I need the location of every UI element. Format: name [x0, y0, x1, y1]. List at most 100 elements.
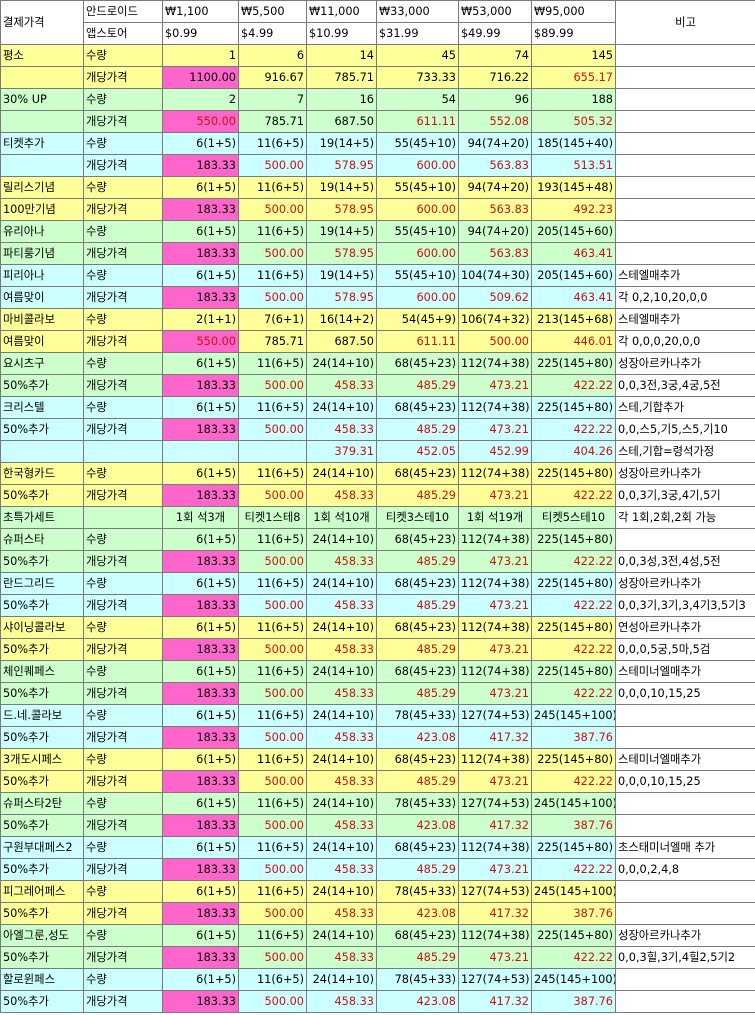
row-type-cell[interactable]: 수량 — [83, 396, 163, 419]
row-label-cell[interactable]: 50%추가 — [0, 682, 84, 705]
note-cell[interactable]: 0,0,3전,3궁,4궁,5전 — [615, 374, 755, 397]
value-cell[interactable]: 11(6+5) — [238, 924, 307, 947]
value-cell[interactable]: 500.00 — [238, 814, 307, 837]
row-type-cell[interactable]: 수량 — [83, 880, 163, 903]
value-cell[interactable] — [238, 440, 307, 463]
note-cell[interactable] — [615, 814, 755, 837]
value-cell[interactable]: 183.33 — [162, 682, 239, 705]
value-cell[interactable]: 2 — [162, 88, 239, 111]
note-cell[interactable] — [615, 880, 755, 903]
value-cell[interactable]: 24(14+10) — [306, 792, 377, 815]
row-type-cell[interactable]: 수량 — [83, 462, 163, 485]
value-cell[interactable]: 225(145+80) — [531, 352, 616, 375]
row-type-cell[interactable]: 수량 — [83, 528, 163, 551]
note-cell[interactable]: 성장아르카나추가 — [615, 352, 755, 375]
value-cell[interactable]: 550.00 — [162, 330, 239, 353]
note-cell[interactable]: 스테미너엘매추가 — [615, 748, 755, 771]
value-cell[interactable]: 11(6+5) — [238, 572, 307, 595]
value-cell[interactable]: 1회 석19개 — [458, 506, 532, 529]
header-label-cell[interactable]: 결제가격 — [0, 0, 84, 45]
value-cell[interactable]: 6(1+5) — [162, 176, 239, 199]
note-cell[interactable] — [615, 66, 755, 89]
value-cell[interactable]: 458.33 — [306, 902, 377, 925]
row-type-cell[interactable]: 개당가격 — [83, 286, 163, 309]
value-cell[interactable]: 183.33 — [162, 374, 239, 397]
row-type-cell[interactable]: 개당가격 — [83, 770, 163, 793]
row-label-cell[interactable]: 50%추가 — [0, 946, 84, 969]
value-cell[interactable]: 500.00 — [238, 374, 307, 397]
value-cell[interactable]: 422.22 — [531, 682, 616, 705]
value-cell[interactable]: 티켓3스테10 — [376, 506, 459, 529]
value-cell[interactable]: 127(74+53) — [458, 792, 532, 815]
value-cell[interactable]: 578.95 — [306, 286, 377, 309]
value-cell[interactable]: 452.05 — [376, 440, 459, 463]
value-cell[interactable]: 24(14+10) — [306, 616, 377, 639]
row-label-cell[interactable]: 피리아나 — [0, 264, 84, 287]
note-cell[interactable]: 스테,기합=령석가정 — [615, 440, 755, 463]
row-type-cell[interactable]: 수량 — [83, 616, 163, 639]
note-cell[interactable] — [615, 968, 755, 991]
value-cell[interactable]: 6(1+5) — [162, 880, 239, 903]
value-cell[interactable]: 655.17 — [531, 66, 616, 89]
row-type-cell[interactable]: 수량 — [83, 220, 163, 243]
value-cell[interactable]: 6(1+5) — [162, 264, 239, 287]
value-cell[interactable]: 225(145+80) — [531, 836, 616, 859]
value-cell[interactable]: 94(74+20) — [458, 220, 532, 243]
value-cell[interactable]: 492.23 — [531, 198, 616, 221]
value-cell[interactable]: 11(6+5) — [238, 616, 307, 639]
value-cell[interactable]: 505.32 — [531, 110, 616, 133]
row-type-cell[interactable]: 수량 — [83, 660, 163, 683]
value-cell[interactable]: 68(45+23) — [376, 462, 459, 485]
value-cell[interactable]: 54 — [376, 88, 459, 111]
value-cell[interactable]: 68(45+23) — [376, 836, 459, 859]
row-type-cell[interactable]: 개당가격 — [83, 990, 163, 1013]
row-label-cell[interactable]: 50%추가 — [0, 726, 84, 749]
value-cell[interactable]: 578.95 — [306, 242, 377, 265]
note-cell[interactable] — [615, 88, 755, 111]
note-cell[interactable] — [615, 176, 755, 199]
value-cell[interactable]: 225(145+80) — [531, 924, 616, 947]
value-cell[interactable]: 145 — [531, 44, 616, 67]
value-cell[interactable]: 183.33 — [162, 770, 239, 793]
value-cell[interactable]: 387.76 — [531, 814, 616, 837]
note-cell[interactable] — [615, 242, 755, 265]
value-cell[interactable]: 417.32 — [458, 902, 532, 925]
value-cell[interactable]: 225(145+80) — [531, 748, 616, 771]
value-cell[interactable]: 473.21 — [458, 770, 532, 793]
value-cell[interactable]: 422.22 — [531, 858, 616, 881]
value-cell[interactable]: 94(74+20) — [458, 132, 532, 155]
value-cell[interactable]: 463.41 — [531, 286, 616, 309]
row-label-cell[interactable]: 50%추가 — [0, 594, 84, 617]
value-cell[interactable]: 183.33 — [162, 418, 239, 441]
value-cell[interactable]: 6(1+5) — [162, 572, 239, 595]
value-cell[interactable]: 68(45+23) — [376, 748, 459, 771]
value-cell[interactable]: 500.00 — [238, 682, 307, 705]
row-label-cell[interactable]: 50%추가 — [0, 858, 84, 881]
value-cell[interactable]: 485.29 — [376, 682, 459, 705]
value-cell[interactable]: 509.62 — [458, 286, 532, 309]
value-cell[interactable]: 78(45+33) — [376, 792, 459, 815]
value-cell[interactable]: 473.21 — [458, 682, 532, 705]
value-cell[interactable]: 112(74+38) — [458, 462, 532, 485]
row-label-cell[interactable]: 여름맞이 — [0, 330, 84, 353]
usd-price-1[interactable]: $0.99 — [162, 22, 239, 45]
value-cell[interactable]: 785.71 — [238, 330, 307, 353]
value-cell[interactable]: 112(74+38) — [458, 924, 532, 947]
row-type-cell[interactable]: 수량 — [83, 792, 163, 815]
row-type-cell[interactable]: 개당가격 — [83, 110, 163, 133]
value-cell[interactable]: 600.00 — [376, 154, 459, 177]
note-cell[interactable]: 각 0,2,10,20,0,0 — [615, 286, 755, 309]
usd-price-3[interactable]: $10.99 — [306, 22, 377, 45]
value-cell[interactable]: 458.33 — [306, 726, 377, 749]
row-label-cell[interactable]: 샤이닝콜라보 — [0, 616, 84, 639]
value-cell[interactable]: 500.00 — [238, 726, 307, 749]
row-label-cell[interactable]: 50%추가 — [0, 814, 84, 837]
value-cell[interactable]: 225(145+80) — [531, 528, 616, 551]
row-type-cell[interactable]: 개당가격 — [83, 154, 163, 177]
row-type-cell[interactable]: 수량 — [83, 44, 163, 67]
value-cell[interactable]: 485.29 — [376, 770, 459, 793]
value-cell[interactable]: 473.21 — [458, 418, 532, 441]
value-cell[interactable]: 452.99 — [458, 440, 532, 463]
row-type-cell[interactable]: 수량 — [83, 308, 163, 331]
value-cell[interactable]: 6(1+5) — [162, 748, 239, 771]
